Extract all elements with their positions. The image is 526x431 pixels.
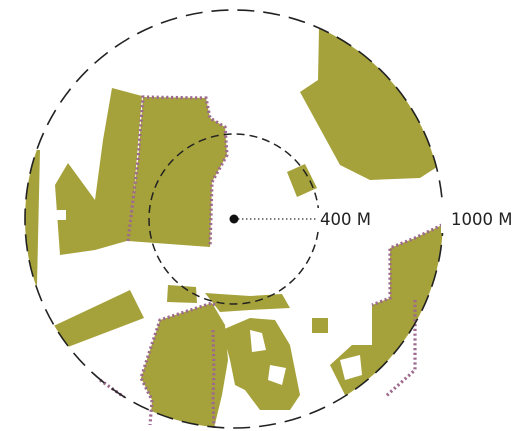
outer-ring-label: 1000 M (451, 210, 512, 229)
boundary-south-inner (211, 329, 216, 429)
site-center-point (229, 214, 239, 224)
parcel-south-central (222, 318, 300, 410)
parcel-south (141, 303, 228, 428)
parcel-west-upper (55, 88, 142, 255)
inner-ring-label: 400 M (320, 210, 371, 229)
parcel-small-east (287, 164, 317, 197)
parcel-southwest (45, 290, 144, 350)
parcel-west-edge (25, 150, 40, 285)
parcel-small-center (167, 285, 197, 303)
boundary-east-lower (383, 300, 417, 399)
parcel-northeast (300, 28, 440, 180)
parcel-central (128, 97, 227, 247)
boundary-east (371, 223, 443, 307)
land-parcels (25, 28, 443, 428)
parcel-small-south (312, 318, 328, 333)
boundary-central (126, 95, 229, 248)
